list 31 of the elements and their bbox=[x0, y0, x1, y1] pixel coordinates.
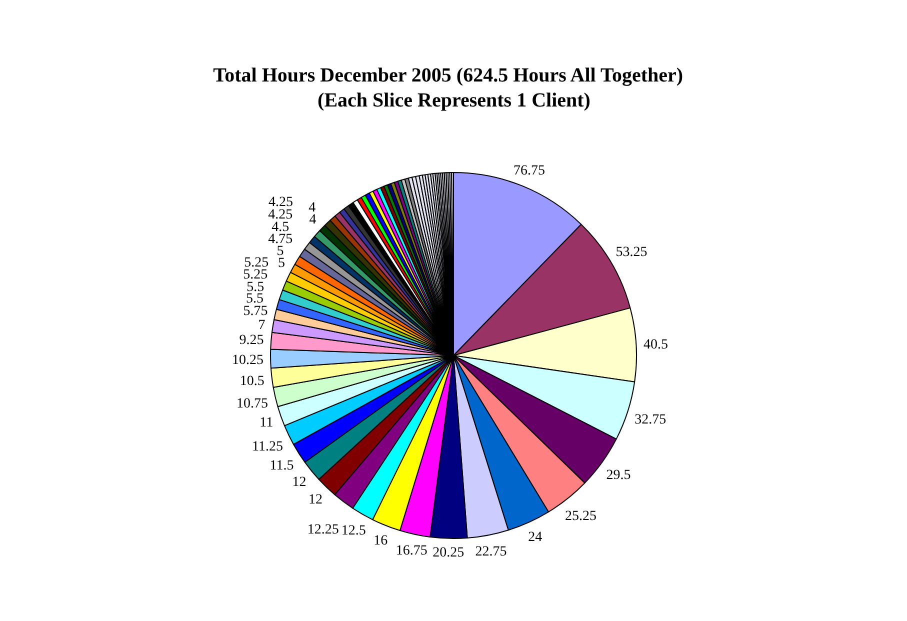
data-label: 12.5 bbox=[341, 524, 366, 539]
data-label: 5 bbox=[276, 244, 284, 259]
data-label: 24 bbox=[528, 530, 542, 545]
data-label: 29.5 bbox=[606, 468, 631, 483]
data-label: 4 bbox=[309, 212, 316, 228]
data-label: 10.5 bbox=[240, 374, 264, 390]
data-label: 20.25 bbox=[432, 545, 464, 560]
data-label: 22.75 bbox=[475, 544, 507, 560]
data-label: 5.25 bbox=[244, 255, 269, 270]
data-label: 12.25 bbox=[307, 522, 339, 538]
chart-title: Total Hours December 2005 (624.5 Hours All Together) bbox=[213, 64, 684, 86]
data-label: 11 bbox=[260, 415, 274, 430]
data-label: 12 bbox=[292, 475, 306, 490]
data-label: 5.25 bbox=[243, 268, 268, 283]
data-label: 9.25 bbox=[239, 333, 264, 348]
data-label: 53.25 bbox=[616, 245, 648, 260]
data-label: 10.25 bbox=[232, 353, 264, 368]
data-label: 12 bbox=[308, 492, 323, 508]
data-label: 10.75 bbox=[236, 396, 268, 412]
data-label: 11.5 bbox=[270, 458, 294, 474]
chart-subtitle: (Each Slice Represents 1 Client) bbox=[318, 90, 590, 112]
data-label: 11.25 bbox=[252, 439, 284, 454]
data-label: 7 bbox=[258, 318, 266, 334]
data-label: 32.75 bbox=[634, 412, 666, 428]
data-label: 5 bbox=[278, 256, 285, 272]
data-label: 4.25 bbox=[268, 195, 293, 210]
data-label: 40.5 bbox=[643, 338, 668, 353]
data-label: 76.75 bbox=[513, 163, 545, 178]
data-label: 16.75 bbox=[396, 544, 428, 559]
data-label: 16 bbox=[374, 533, 388, 548]
data-label: 25.25 bbox=[564, 509, 596, 524]
